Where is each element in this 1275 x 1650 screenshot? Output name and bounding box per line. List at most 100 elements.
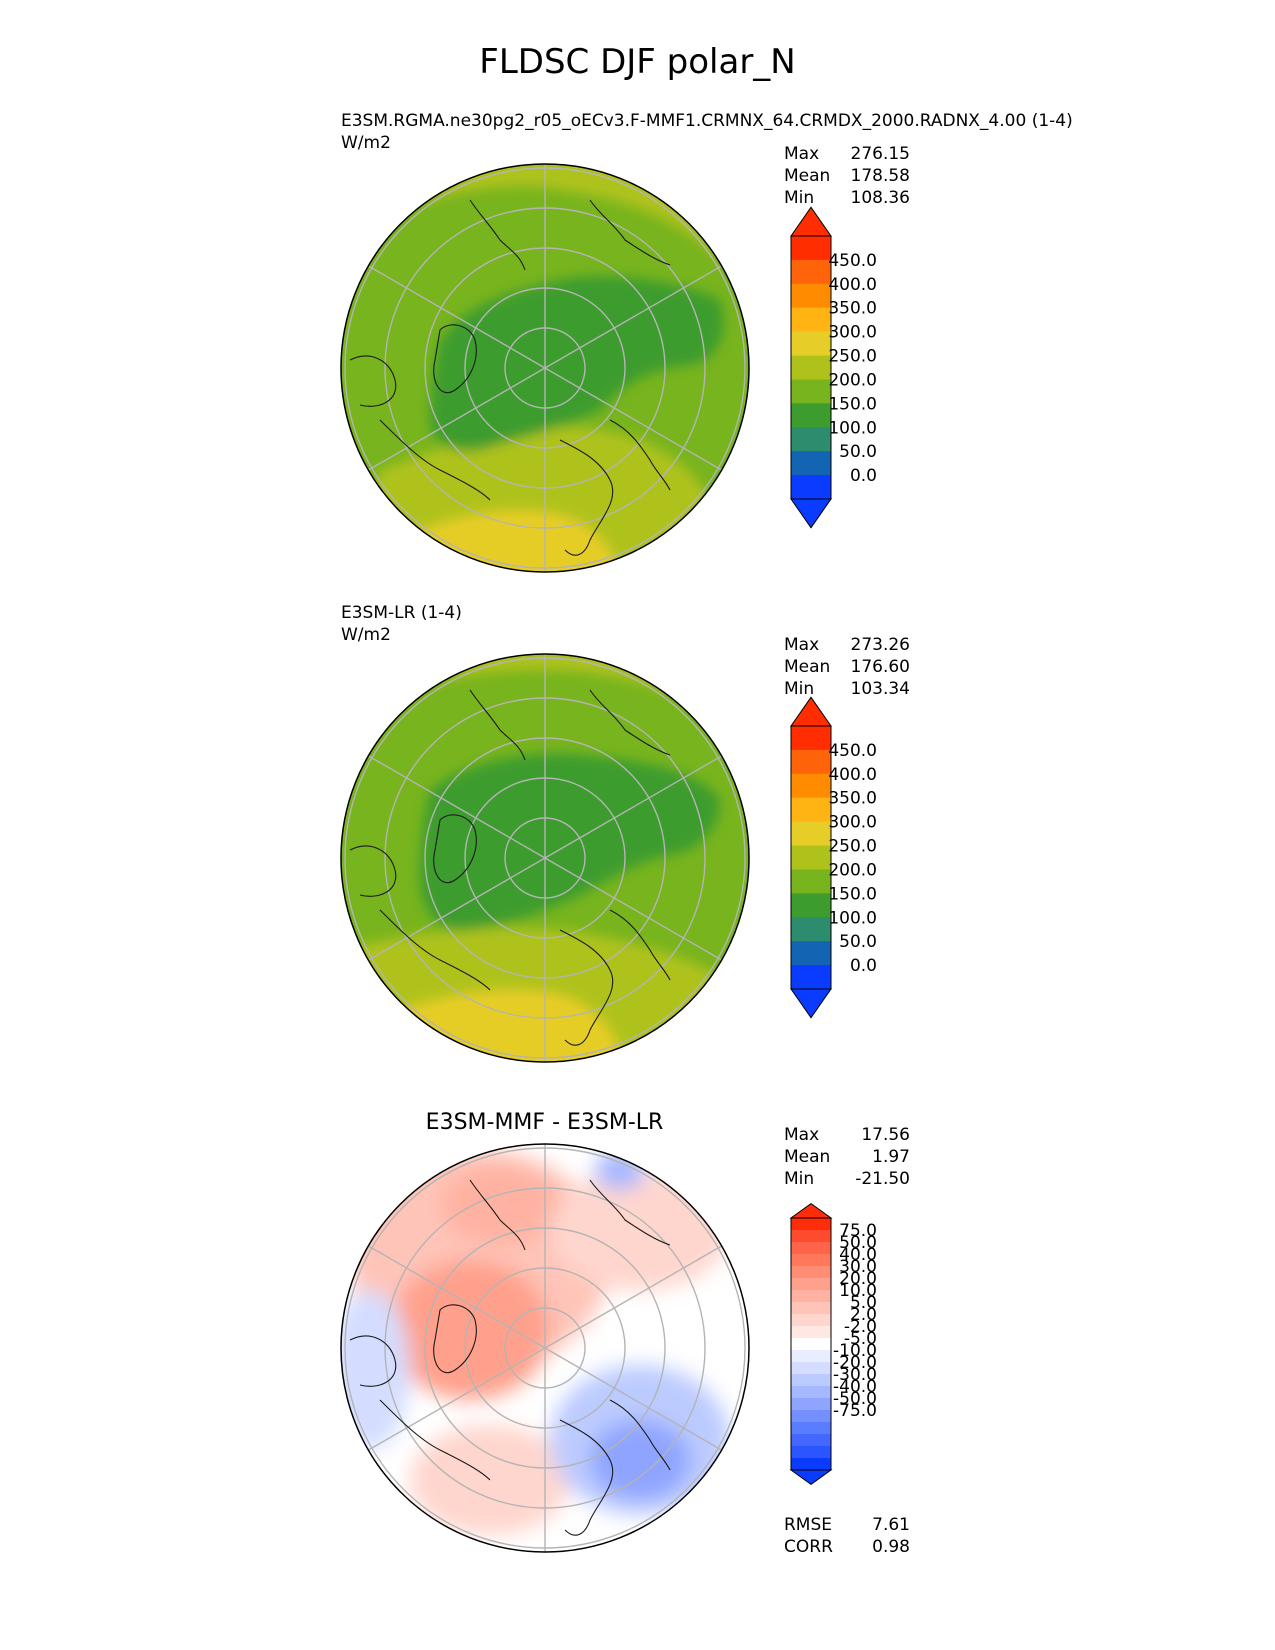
colorbar-tick-label: 150.0 xyxy=(828,394,877,414)
colorbar-segment xyxy=(791,259,831,285)
colorbar-tick-label: 200.0 xyxy=(828,370,877,390)
stat-max-value: 276.15 xyxy=(850,144,910,164)
colorbar-tick-label: -2.0 xyxy=(844,1317,877,1337)
colorbar-segment xyxy=(791,1326,831,1339)
colorbar-extend-min xyxy=(789,1469,833,1486)
colorbar-segment xyxy=(791,1242,831,1255)
stat-max-label: Max xyxy=(784,635,820,655)
map-3-frame xyxy=(340,1143,750,1553)
colorbar-tick-label: 0.0 xyxy=(850,956,877,976)
stat-min-value: -21.50 xyxy=(855,1169,910,1189)
colorbar-extend-max xyxy=(790,696,832,727)
colorbar-tick-label: -10.0 xyxy=(833,1341,877,1361)
colorbar-segment xyxy=(791,1230,831,1243)
colorbar-tick-label: 30.0 xyxy=(839,1257,877,1277)
colorbar-tick-label: 250.0 xyxy=(828,347,877,367)
colorbar-segment xyxy=(791,893,831,918)
colorbar-outline xyxy=(790,235,832,500)
colorbar-segment xyxy=(791,1302,831,1315)
colorbar-tick-label: 0.0 xyxy=(850,466,877,486)
corr-label: CORR xyxy=(784,1537,833,1557)
colorbar-segment xyxy=(791,749,831,775)
colorbar-tick-label: 250.0 xyxy=(828,837,877,857)
colorbar-2: 450.0 400.0 350.0 300.0 250.0 200.0 150.0 100.0… xyxy=(790,696,877,1019)
colorbar-tick-label: -30.0 xyxy=(833,1365,877,1385)
stat-mean-label: Mean xyxy=(784,166,831,186)
stat-min-value: 103.34 xyxy=(850,679,910,699)
stat-max-value: 273.26 xyxy=(850,635,910,655)
stat-min-label: Min xyxy=(784,679,815,699)
stat-min-value: 108.36 xyxy=(850,188,910,208)
panel-1-label: E3SM.RGMA.ne30pg2_r05_oECv3.F-MMF1.CRMNX… xyxy=(341,111,1073,131)
colorbar-segment xyxy=(791,1314,831,1327)
panel-2-stats: Max 273.26 Mean 176.60 Min 103.34 xyxy=(784,634,910,700)
colorbar-segment xyxy=(791,331,831,357)
stat-max-label: Max xyxy=(784,1125,820,1145)
colorbar-extend-max xyxy=(790,206,832,237)
stat-mean-value: 1.97 xyxy=(872,1147,910,1167)
colorbar-segment xyxy=(791,821,831,847)
colorbar-segment xyxy=(791,726,831,751)
colorbar-tick-label: 5.0 xyxy=(850,1293,877,1313)
colorbar-tick-label: -5.0 xyxy=(844,1329,877,1349)
colorbar-tick-label: -20.0 xyxy=(833,1353,877,1373)
colorbar-tick-label: -50.0 xyxy=(833,1389,877,1409)
colorbar-tick-label: 450.0 xyxy=(828,251,877,271)
stat-min-label: Min xyxy=(784,188,815,208)
colorbar-segment xyxy=(791,845,831,870)
colorbar-segment xyxy=(791,965,831,990)
colorbar-segment xyxy=(791,1374,831,1387)
colorbar-segment xyxy=(791,797,831,823)
colorbar-tick-label: 75.0 xyxy=(839,1221,877,1241)
colorbar-segment xyxy=(791,1362,831,1375)
colorbar-tick-label: 100.0 xyxy=(828,908,877,928)
panel-1-stats: Max 276.15 Mean 178.58 Min 108.36 xyxy=(784,143,910,209)
colorbar-segment xyxy=(791,236,831,261)
stat-mean-label: Mean xyxy=(784,657,831,677)
map-2-frame xyxy=(340,653,750,1063)
colorbar-segment xyxy=(791,941,831,966)
colorbar-tick-label: 400.0 xyxy=(828,765,877,785)
colorbar-segment xyxy=(791,1218,831,1231)
stat-mean-label: Mean xyxy=(784,1147,831,1167)
colorbar-segment xyxy=(791,1290,831,1303)
colorbar-extend-min xyxy=(790,988,832,1019)
stat-max-label: Max xyxy=(784,144,820,164)
map-2-graticule xyxy=(344,654,746,1062)
colorbar-segment xyxy=(791,1434,831,1447)
colorbar-segment xyxy=(791,1254,831,1267)
stat-mean-value: 176.60 xyxy=(850,657,910,677)
colorbar-segment xyxy=(791,427,831,452)
colorbar-tick-label: 20.0 xyxy=(839,1269,877,1289)
colorbar-segment xyxy=(791,379,831,404)
colorbar-segment xyxy=(791,1386,831,1399)
colorbar-tick-label: 50.0 xyxy=(839,1233,877,1253)
colorbar-tick-label: 150.0 xyxy=(828,884,877,904)
colorbar-tick-label: 350.0 xyxy=(828,299,877,319)
panel-2-label: E3SM-LR (1-4) xyxy=(341,603,462,623)
colorbar-segment xyxy=(791,475,831,500)
stat-mean-value: 178.58 xyxy=(850,166,910,186)
map-1-coastlines xyxy=(349,199,671,556)
colorbar-outline xyxy=(790,1217,832,1471)
panel-3-metrics: RMSE 7.61 CORR 0.98 xyxy=(784,1514,910,1558)
map-3-coastlines xyxy=(349,1179,671,1536)
rmse-label: RMSE xyxy=(784,1515,833,1535)
colorbar-tick-label: 10.0 xyxy=(839,1281,877,1301)
stat-min-label: Min xyxy=(784,1169,815,1189)
colorbar-segment xyxy=(791,283,831,309)
colorbar-3: 75.050.040.030.020.010.05.02.0-2.0-5.0-1… xyxy=(789,1202,877,1486)
colorbar-segment xyxy=(791,773,831,799)
figure-title: FLDSC DJF polar_N xyxy=(479,42,796,82)
colorbar-tick-label: 350.0 xyxy=(828,789,877,809)
colorbar-segment xyxy=(791,1410,831,1423)
colorbar-extend-max xyxy=(789,1202,833,1219)
colorbar-tick-label: -40.0 xyxy=(833,1377,877,1397)
colorbar-tick-label: 300.0 xyxy=(828,813,877,833)
colorbar-segment xyxy=(791,1266,831,1279)
colorbar-segment xyxy=(791,451,831,476)
colorbar-tick-label: 2.0 xyxy=(850,1305,877,1325)
colorbar-tick-label: 50.0 xyxy=(839,442,877,462)
colorbar-segment xyxy=(791,355,831,380)
